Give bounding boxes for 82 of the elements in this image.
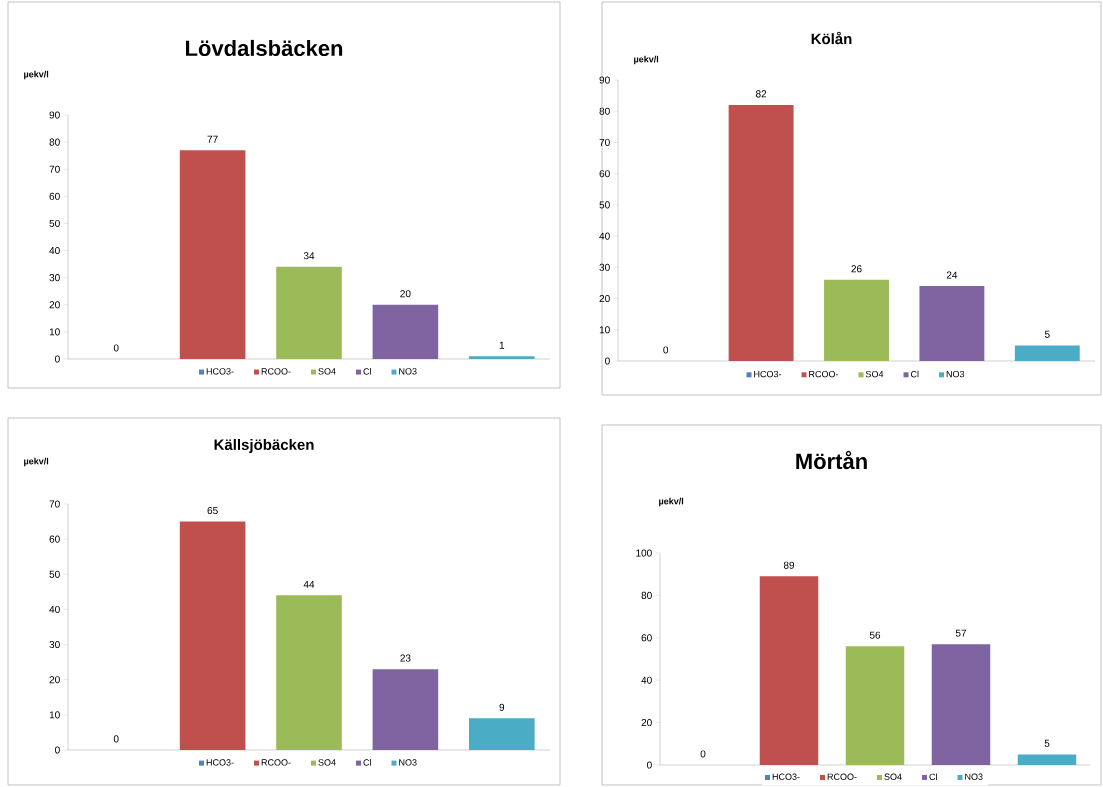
y-tick-label: 100: [636, 549, 652, 557]
data-label: 56: [869, 631, 881, 639]
data-label: 44: [303, 580, 315, 588]
data-label: 34: [303, 252, 315, 260]
legend-label: NO3: [965, 773, 983, 780]
y-tick-label: 70: [599, 138, 610, 146]
data-label: 20: [400, 290, 411, 298]
legend-label: Cl: [363, 759, 371, 766]
y-tick-label: 10: [599, 326, 610, 334]
chart-title: Kölån: [811, 31, 852, 45]
y-tick-label: 50: [49, 570, 60, 578]
legend-label: SO4: [318, 759, 336, 766]
y-tick-label: 80: [49, 138, 60, 146]
legend-label: SO4: [318, 368, 336, 375]
data-label: 65: [207, 506, 218, 515]
legend-label: RCOO-: [261, 759, 291, 766]
chart-title: Mörtån: [796, 450, 867, 470]
y-tick-label: 80: [641, 591, 652, 599]
y-tick-label: 30: [49, 641, 60, 649]
legend-label: SO4: [884, 773, 902, 780]
legend-label: HCO3-: [206, 368, 234, 375]
data-label: 9: [499, 703, 505, 711]
data-label: 77: [207, 135, 218, 143]
y-axis-title: µekv/l: [24, 70, 49, 80]
chart-title: Lövdalsbäcken: [186, 39, 343, 57]
legend-label: HCO3-: [772, 773, 800, 780]
data-label: 57: [955, 629, 967, 637]
y-axis-title: µekv/l: [634, 55, 659, 65]
data-label: 0: [663, 346, 669, 354]
y-tick-label: 60: [49, 192, 60, 200]
legend-label: NO3: [946, 370, 965, 378]
legend-label: NO3: [399, 368, 417, 375]
data-label: 0: [113, 344, 119, 352]
legend-label: NO3: [399, 759, 417, 766]
data-label: 89: [783, 561, 795, 569]
y-tick-label: 90: [599, 76, 610, 84]
y-tick-label: 90: [49, 111, 60, 119]
y-tick-label: 40: [49, 605, 60, 613]
data-label: 0: [700, 750, 706, 758]
y-tick-label: 60: [49, 535, 60, 543]
y-axis-title: µekv/l: [24, 457, 49, 467]
y-tick-label: 0: [55, 746, 60, 754]
legend-label: RCOO-: [261, 368, 291, 375]
legend-label: RCOO-: [809, 370, 839, 378]
data-label: 5: [1044, 330, 1050, 338]
y-tick-label: 60: [599, 170, 610, 178]
legend-label: HCO3-: [754, 370, 782, 378]
legend-label: RCOO-: [827, 773, 857, 780]
y-tick-label: 40: [641, 676, 652, 684]
data-label: 23: [400, 654, 411, 662]
y-tick-label: 80: [599, 107, 610, 115]
y-tick-label: 20: [641, 719, 652, 727]
legend-label: Cl: [363, 368, 371, 375]
data-label: 24: [946, 271, 958, 279]
y-tick-label: 0: [55, 355, 60, 363]
y-tick-label: 20: [599, 295, 610, 303]
legend-label: HCO3-: [206, 759, 234, 766]
y-tick-label: 10: [49, 711, 60, 719]
y-tick-label: 0: [605, 357, 610, 365]
y-tick-label: 50: [49, 219, 60, 227]
y-tick-label: 70: [49, 500, 60, 508]
y-tick-label: 40: [599, 232, 610, 240]
y-tick-label: 0: [647, 761, 652, 769]
data-label: 26: [851, 265, 862, 273]
y-tick-label: 30: [599, 263, 610, 271]
y-tick-label: 30: [49, 274, 60, 282]
legend-label: Cl: [929, 773, 937, 781]
y-tick-label: 50: [599, 201, 610, 209]
data-label: 5: [1044, 739, 1050, 747]
y-tick-label: 60: [641, 634, 652, 642]
y-tick-label: 10: [49, 328, 60, 336]
data-label: 1: [499, 341, 505, 349]
y-axis-title: µekv/l: [659, 497, 684, 507]
chart-title: Källsjöbäcken: [214, 439, 314, 453]
y-tick-label: 70: [49, 165, 60, 173]
legend-label: SO4: [865, 370, 884, 378]
y-tick-label: 20: [49, 676, 60, 684]
data-label: 0: [113, 735, 119, 743]
data-label: 82: [755, 90, 767, 98]
y-tick-label: 40: [49, 247, 60, 255]
legend-label: Cl: [910, 370, 919, 378]
y-tick-label: 20: [49, 301, 60, 309]
